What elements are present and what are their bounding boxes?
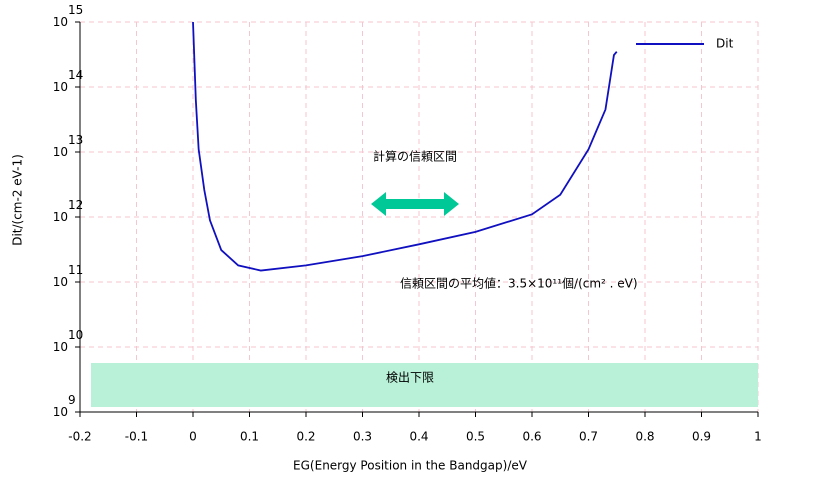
y-tick-exponent: 10 bbox=[68, 328, 83, 342]
y-tick-exponent: 11 bbox=[68, 263, 83, 277]
y-tick-label: 10 bbox=[53, 80, 68, 94]
legend-label: Dit bbox=[716, 37, 734, 51]
x-tick-label: 0.5 bbox=[466, 430, 485, 444]
double-arrow bbox=[371, 192, 459, 216]
x-tick-label: 0.2 bbox=[296, 430, 315, 444]
y-tick-label: 10 bbox=[53, 405, 68, 419]
y-tick-exponent: 9 bbox=[68, 393, 76, 407]
y-tick-exponent: 14 bbox=[68, 68, 83, 82]
y-tick-label: 10 bbox=[53, 15, 68, 29]
x-tick-label: 0.6 bbox=[522, 430, 541, 444]
y-tick-exponent: 12 bbox=[68, 198, 83, 212]
grid bbox=[79, 21, 759, 413]
x-tick-label: 0.1 bbox=[240, 430, 259, 444]
y-tick-label: 10 bbox=[53, 275, 68, 289]
detection-limit-label: 検出下限 bbox=[386, 371, 434, 385]
x-tick-label: 0.4 bbox=[409, 430, 428, 444]
y-tick-exponent: 13 bbox=[68, 133, 83, 147]
x-axis-title: EG(Energy Position in the Bandgap)/eV bbox=[293, 459, 528, 473]
x-tick-label: 0.7 bbox=[579, 430, 598, 444]
data-line bbox=[192, 21, 618, 272]
x-tick-label: 0.3 bbox=[353, 430, 372, 444]
x-tick-label: 0.8 bbox=[635, 430, 654, 444]
x-tick-label: 1 bbox=[754, 430, 762, 444]
x-tick-label: 0 bbox=[189, 430, 197, 444]
y-tick-label: 10 bbox=[53, 145, 68, 159]
x-tick-label: -0.1 bbox=[125, 430, 148, 444]
y-tick-label: 10 bbox=[53, 210, 68, 224]
annotation: 計算の信頼区間 bbox=[373, 149, 457, 164]
y-tick-label: 10 bbox=[53, 340, 68, 354]
x-tick-label: 0.9 bbox=[692, 430, 711, 444]
y-tick-exponent: 15 bbox=[68, 3, 83, 17]
annotation: 信頼区間の平均値：3.5×10¹¹個/(cm² . eV) bbox=[400, 276, 638, 291]
detection-limit-band bbox=[91, 363, 758, 407]
x-tick-label: -0.2 bbox=[68, 430, 91, 444]
y-axis-title: Dit/(cm-2 eV-1) bbox=[11, 154, 25, 246]
